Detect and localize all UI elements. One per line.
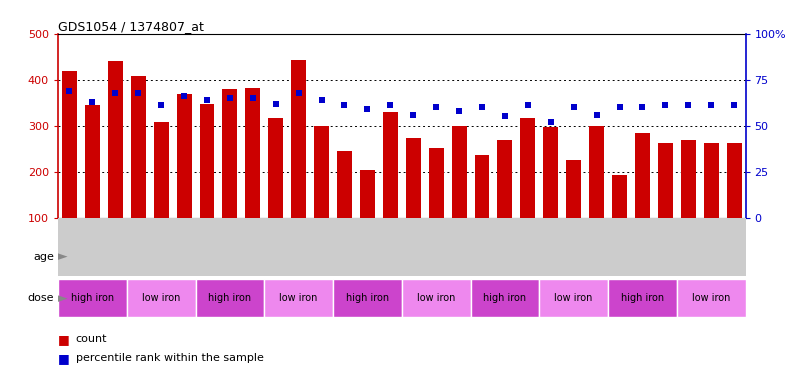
- Text: ►: ►: [54, 251, 68, 263]
- Bar: [658, 143, 673, 218]
- Point: [223, 95, 236, 101]
- Bar: [681, 140, 696, 218]
- Text: 6 wk: 6 wk: [388, 252, 415, 262]
- Bar: [58, 279, 127, 317]
- Point: [498, 114, 511, 120]
- Bar: [245, 88, 260, 218]
- Point: [636, 104, 649, 110]
- Point: [384, 102, 397, 108]
- Bar: [521, 118, 535, 218]
- Bar: [222, 89, 237, 218]
- Text: ►: ►: [54, 292, 68, 304]
- Bar: [589, 126, 604, 218]
- Text: dose: dose: [27, 293, 54, 303]
- Text: low iron: low iron: [692, 293, 730, 303]
- Bar: [131, 76, 146, 218]
- Bar: [405, 138, 421, 218]
- Point: [132, 90, 145, 96]
- Point: [682, 102, 695, 108]
- Point: [613, 104, 626, 110]
- Bar: [360, 170, 375, 217]
- Bar: [608, 238, 746, 276]
- Text: high iron: high iron: [621, 293, 664, 303]
- Bar: [497, 140, 513, 218]
- Bar: [471, 279, 539, 317]
- Point: [407, 112, 420, 118]
- Bar: [539, 279, 608, 317]
- Bar: [127, 279, 196, 317]
- Bar: [177, 94, 192, 218]
- Bar: [154, 122, 168, 218]
- Point: [315, 97, 328, 103]
- Bar: [337, 152, 352, 217]
- Point: [590, 112, 603, 118]
- Bar: [567, 160, 581, 218]
- Bar: [108, 62, 123, 217]
- Bar: [268, 118, 283, 218]
- Bar: [333, 279, 401, 317]
- Text: low iron: low iron: [142, 293, 181, 303]
- Text: low iron: low iron: [555, 293, 593, 303]
- Bar: [727, 143, 742, 218]
- Point: [361, 106, 374, 112]
- Text: percentile rank within the sample: percentile rank within the sample: [76, 353, 264, 363]
- Text: ■: ■: [58, 352, 70, 364]
- Text: low iron: low iron: [280, 293, 318, 303]
- Point: [269, 100, 282, 106]
- Point: [247, 95, 260, 101]
- Text: 8 d: 8 d: [118, 252, 135, 262]
- Text: 36 wk: 36 wk: [660, 252, 693, 262]
- Point: [201, 97, 214, 103]
- Bar: [608, 279, 677, 317]
- Bar: [383, 112, 398, 218]
- Bar: [314, 126, 329, 218]
- Point: [728, 102, 741, 108]
- Point: [86, 99, 99, 105]
- Bar: [475, 156, 489, 218]
- Point: [109, 90, 122, 96]
- Point: [338, 102, 351, 108]
- Bar: [291, 60, 306, 217]
- Bar: [58, 238, 196, 276]
- Bar: [429, 148, 443, 217]
- Text: high iron: high iron: [346, 293, 389, 303]
- Text: low iron: low iron: [417, 293, 455, 303]
- Text: ■: ■: [58, 333, 70, 346]
- Text: high iron: high iron: [484, 293, 526, 303]
- Bar: [196, 238, 333, 276]
- Bar: [612, 175, 627, 217]
- Text: age: age: [33, 252, 54, 262]
- Point: [476, 104, 488, 110]
- Bar: [543, 128, 559, 218]
- Bar: [333, 238, 471, 276]
- Bar: [401, 279, 471, 317]
- Bar: [196, 279, 264, 317]
- Point: [659, 102, 671, 108]
- Bar: [62, 70, 77, 217]
- Point: [155, 102, 168, 108]
- Bar: [704, 143, 719, 218]
- Bar: [471, 238, 608, 276]
- Point: [567, 104, 580, 110]
- Point: [704, 102, 717, 108]
- Point: [521, 102, 534, 108]
- Point: [453, 108, 466, 114]
- Bar: [635, 134, 650, 218]
- Point: [544, 119, 557, 125]
- Point: [430, 104, 442, 110]
- Text: high iron: high iron: [208, 293, 251, 303]
- Text: count: count: [76, 334, 107, 344]
- Text: high iron: high iron: [71, 293, 114, 303]
- Bar: [85, 105, 100, 218]
- Bar: [677, 279, 746, 317]
- Point: [63, 88, 76, 94]
- Text: 21 d: 21 d: [252, 252, 276, 262]
- Text: 12 wk: 12 wk: [522, 252, 556, 262]
- Bar: [264, 279, 333, 317]
- Point: [293, 90, 305, 96]
- Bar: [451, 126, 467, 218]
- Point: [177, 93, 190, 99]
- Bar: [200, 104, 214, 218]
- Text: GDS1054 / 1374807_at: GDS1054 / 1374807_at: [58, 20, 204, 33]
